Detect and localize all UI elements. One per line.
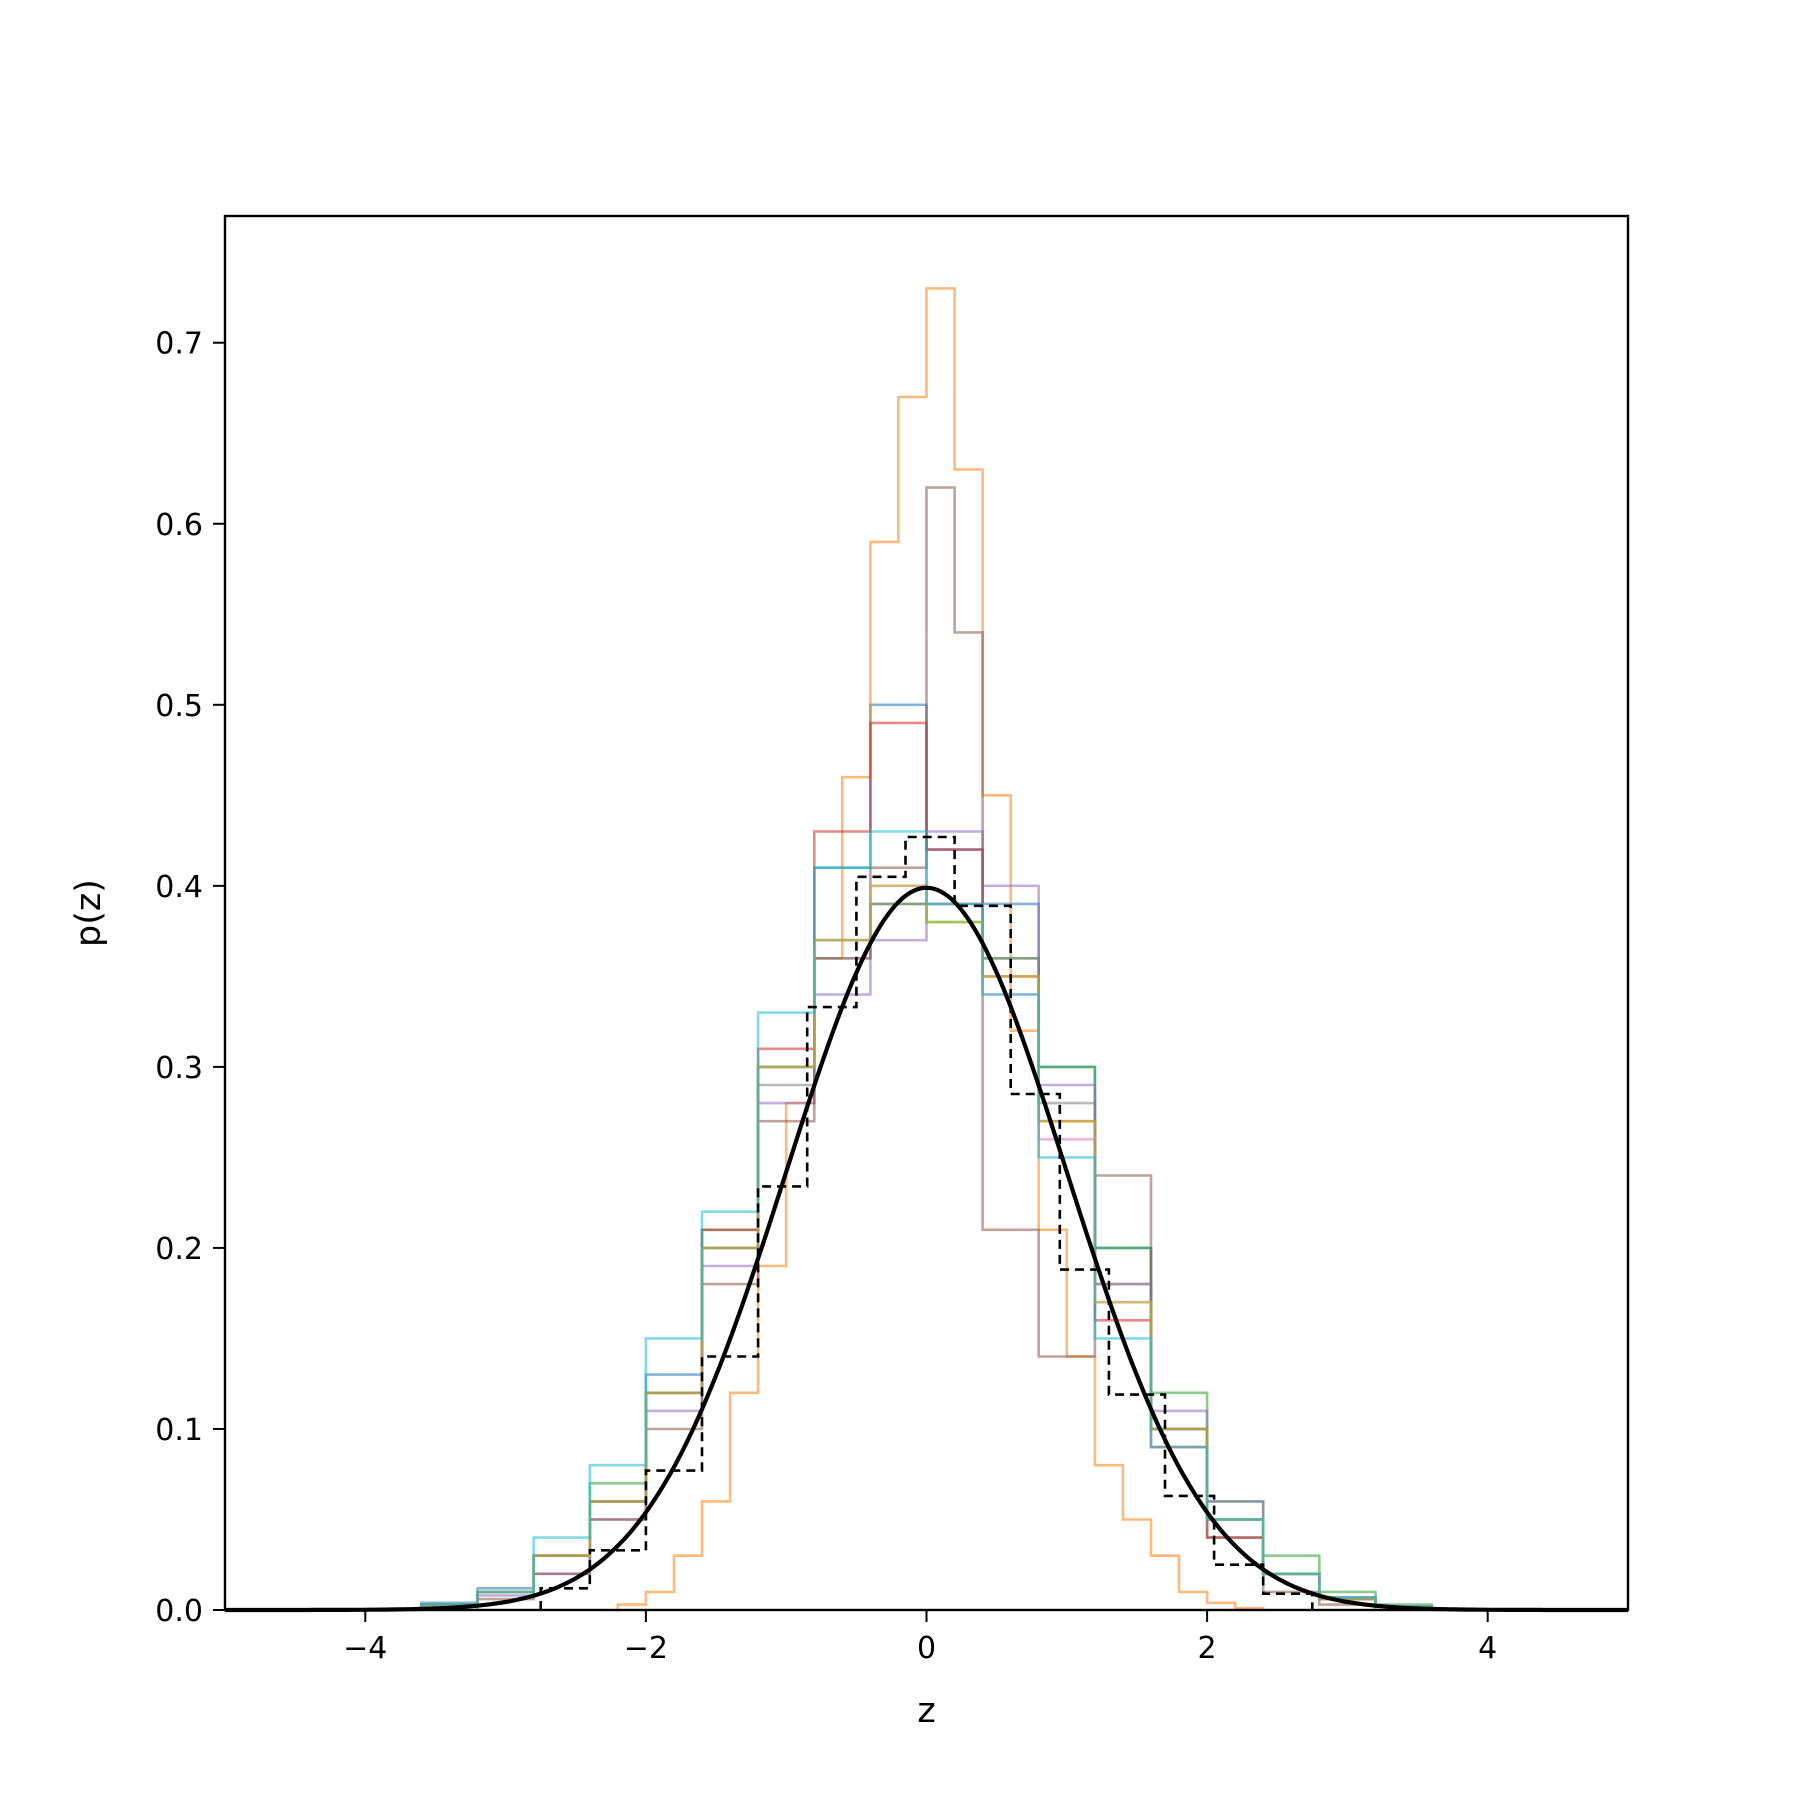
histogram-series-2 [616,287,1265,1610]
x-axis-label: z [917,1691,935,1731]
x-tick-label: −2 [624,1631,668,1666]
y-tick-label: 0.3 [155,1051,203,1086]
x-tick-label: 0 [917,1631,936,1666]
x-axis-ticks: −4 −2 0 2 4 [343,1610,1497,1666]
y-tick-label: 0.5 [155,689,203,724]
normal-pdf-curve [225,885,1628,1613]
y-tick-label: 0.4 [155,870,203,905]
normal-curve-group [225,885,1628,1613]
y-tick-label: 0.7 [155,327,203,362]
x-tick-label: 4 [1478,1631,1497,1666]
y-tick-label: 0.1 [155,1413,203,1448]
dashed-histogram-group [539,835,1314,1610]
y-tick-label: 0.2 [155,1232,203,1267]
y-axis-ticks: 0.0 0.1 0.2 0.3 0.4 0.5 0.6 0.7 [155,327,225,1629]
histogram-series-6 [476,486,1377,1610]
x-tick-label: −4 [343,1631,387,1666]
plot-area [225,287,1628,1613]
y-axis-label: p(z) [69,879,109,947]
y-tick-label: 0.0 [155,1594,203,1629]
x-tick-label: 2 [1198,1631,1217,1666]
dashed-histogram [539,835,1314,1610]
y-tick-label: 0.6 [155,508,203,543]
